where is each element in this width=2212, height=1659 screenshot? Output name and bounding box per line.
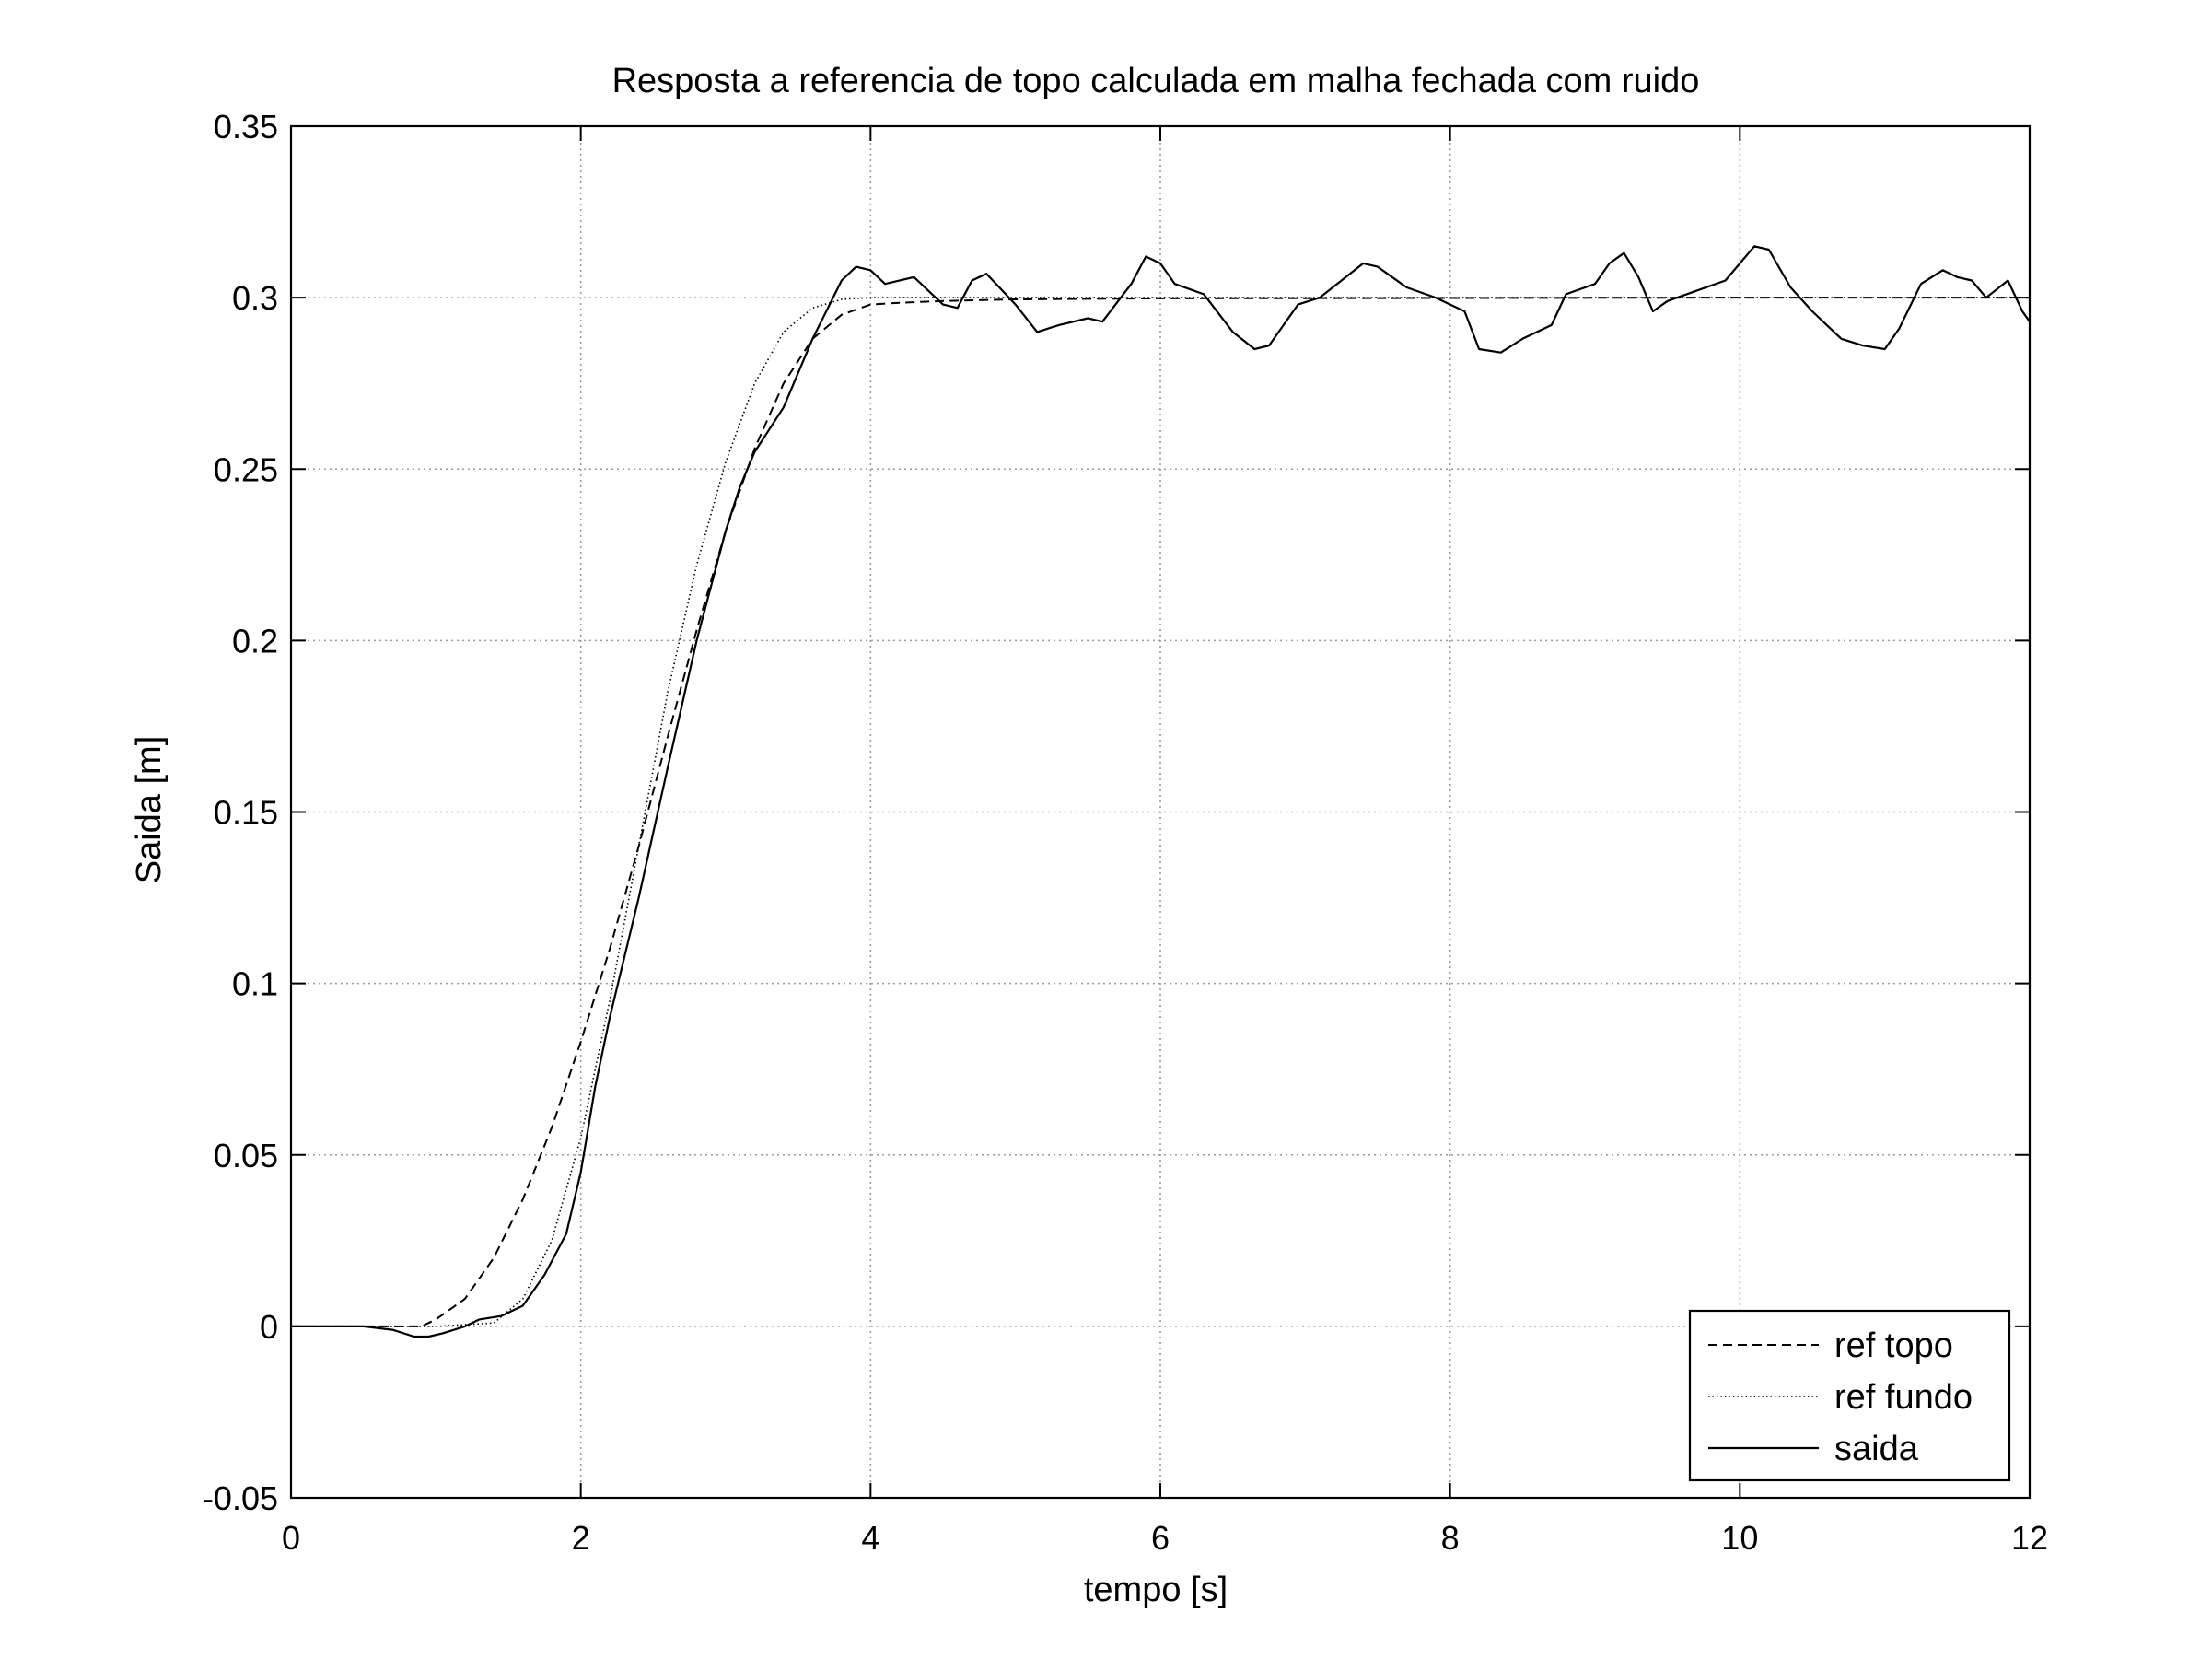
x-axis-label: tempo [s] (1084, 1571, 1228, 1609)
y-tick-labels: -0.05 0 0.05 0.1 0.15 0.2 0.25 0.3 0.35 (203, 108, 278, 1517)
x-tick-labels: 0 2 4 6 8 10 12 (282, 1519, 2048, 1557)
x-tick-label: 12 (2011, 1519, 2048, 1557)
legend-label: saida (1834, 1430, 1919, 1468)
chart-title: Resposta a referencia de topo calculada … (612, 62, 1700, 100)
series-layer (291, 245, 2031, 1338)
series-line-saida (291, 245, 2031, 1338)
y-tick-label: 0.05 (214, 1137, 278, 1174)
y-tick-label: 0.1 (232, 965, 278, 1003)
y-tick-label: -0.05 (203, 1479, 278, 1517)
legend-label: ref fundo (1834, 1378, 1973, 1417)
x-tick-label: 0 (282, 1519, 300, 1557)
axis-ticks (290, 125, 2031, 1499)
y-tick-label: 0 (260, 1308, 278, 1346)
x-tick-label: 6 (1151, 1519, 1170, 1557)
y-axis-label: Saida [m] (130, 736, 169, 884)
series-line-ref-topo (291, 297, 2030, 1327)
x-tick-label: 2 (572, 1519, 590, 1557)
x-tick-label: 10 (1721, 1519, 1758, 1557)
legend-label: ref topo (1834, 1326, 1953, 1365)
y-tick-label: 0.25 (214, 450, 278, 488)
y-tick-label: 0.35 (214, 108, 278, 146)
x-tick-label: 8 (1441, 1519, 1460, 1557)
y-tick-label: 0.2 (232, 622, 278, 660)
legend-box (1688, 1309, 2011, 1482)
y-tick-label: 0.15 (214, 794, 278, 832)
x-tick-label: 4 (861, 1519, 879, 1557)
legend: ref topo ref fundo saida (1688, 1309, 2011, 1482)
legend-items: ref topo ref fundo saida (1708, 1326, 1973, 1468)
y-tick-label: 0.3 (232, 279, 278, 317)
